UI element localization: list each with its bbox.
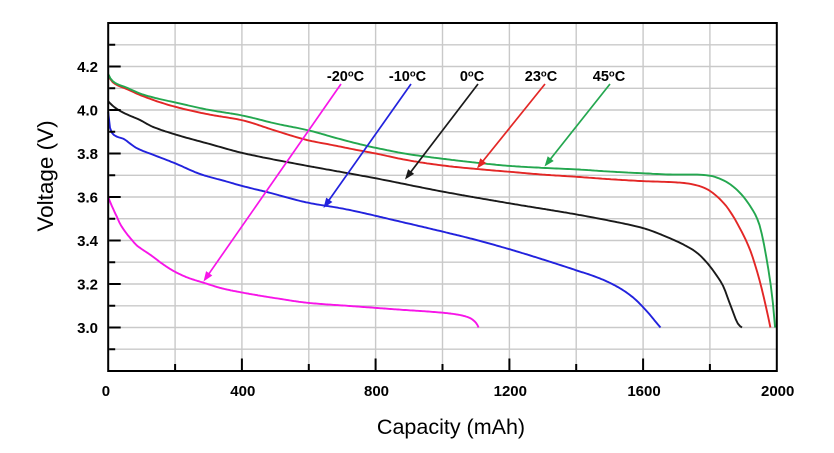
svg-text:4.0: 4.0: [77, 102, 98, 119]
svg-text:2000: 2000: [761, 383, 794, 400]
svg-text:0oC: 0oC: [460, 69, 485, 86]
svg-text:-10oC: -10oC: [389, 69, 427, 86]
svg-text:Capacity (mAh): Capacity (mAh): [377, 415, 525, 439]
svg-text:1200: 1200: [494, 383, 527, 400]
svg-text:3.0: 3.0: [77, 320, 98, 337]
svg-text:3.6: 3.6: [77, 189, 98, 206]
svg-text:0: 0: [102, 383, 110, 400]
svg-text:23oC: 23oC: [525, 69, 558, 86]
svg-text:-20oC: -20oC: [327, 69, 365, 86]
svg-text:3.4: 3.4: [77, 233, 99, 250]
svg-text:45oC: 45oC: [593, 69, 626, 86]
svg-text:3.2: 3.2: [77, 276, 98, 293]
svg-text:4.2: 4.2: [77, 59, 98, 76]
svg-text:800: 800: [364, 383, 389, 400]
svg-text:400: 400: [230, 383, 255, 400]
svg-text:Voltage (V): Voltage (V): [33, 120, 58, 231]
svg-text:3.8: 3.8: [77, 146, 98, 163]
svg-text:1600: 1600: [627, 383, 660, 400]
